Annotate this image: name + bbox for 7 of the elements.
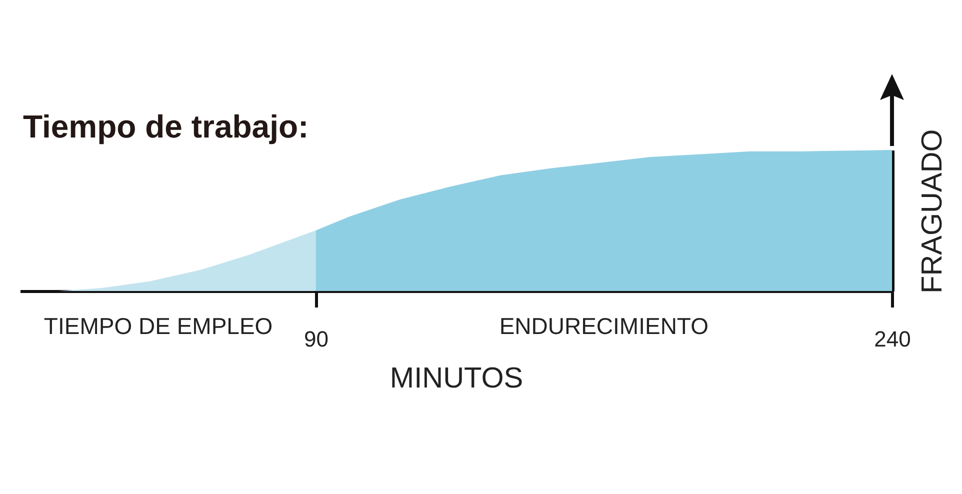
chart-title: Tiempo de trabajo: [23, 108, 309, 145]
y-axis-title: FRAGUADO [916, 129, 948, 294]
annotation: ENDURECIMIENTO [499, 313, 708, 339]
x-axis-title: MINUTOS [390, 362, 524, 394]
annotation: TIEMPO DE EMPLEO [44, 313, 273, 339]
x-tick-label: 90 [304, 326, 329, 352]
x-tick-label: 240 [874, 326, 911, 352]
